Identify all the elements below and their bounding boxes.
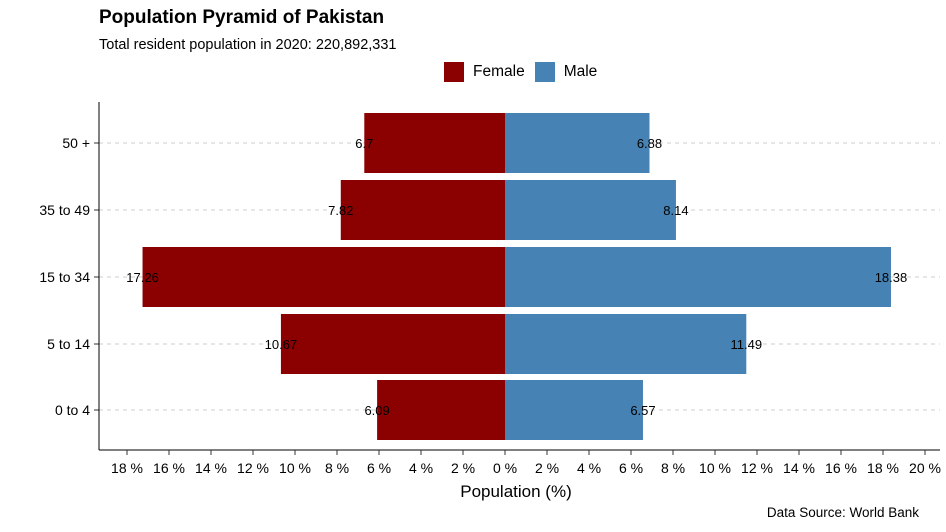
bar-label-male: 6.57 — [630, 403, 655, 418]
y-tick-label: 5 to 14 — [47, 336, 90, 352]
bar-male — [505, 180, 676, 240]
legend-item-female: Female — [444, 62, 525, 82]
legend: Female Male — [444, 62, 607, 82]
bar-female — [142, 247, 506, 307]
x-tick-label: 6 % — [619, 460, 643, 476]
x-tick-label: 16 % — [153, 460, 185, 476]
x-tick-label: 8 % — [661, 460, 685, 476]
bar-label-male: 6.88 — [637, 136, 662, 151]
y-tick-label: 50 + — [62, 135, 90, 151]
bar-label-male: 11.49 — [731, 337, 763, 352]
bar-label-female: 6.7 — [355, 136, 373, 151]
legend-swatch-female — [444, 62, 464, 82]
bar-female — [377, 380, 505, 440]
bar-label-male: 8.14 — [663, 203, 688, 218]
legend-label-male: Male — [563, 63, 598, 80]
x-tick-label: 6 % — [367, 460, 391, 476]
bars — [142, 113, 891, 440]
chart-title: Population Pyramid of Pakistan — [99, 7, 385, 28]
legend-item-male: Male — [534, 62, 598, 82]
x-tick-label: 2 % — [451, 460, 475, 476]
x-tick-label: 20 % — [909, 460, 941, 476]
y-tick-label: 35 to 49 — [39, 202, 90, 218]
x-tick-label: 18 % — [867, 460, 899, 476]
x-tick-label: 2 % — [535, 460, 559, 476]
bar-female — [364, 113, 505, 173]
bar-male — [505, 113, 650, 173]
x-tick-label: 0 % — [493, 460, 517, 476]
x-tick-label: 12 % — [741, 460, 773, 476]
axes: 0 to 4 5 to 14 15 to 34 35 to 49 50 + 18 % 16 … — [39, 102, 941, 476]
bar-male — [505, 247, 891, 307]
data-source-caption: Data Source: World Bank — [766, 505, 919, 520]
bar-male — [505, 314, 747, 374]
x-tick-label: 12 % — [237, 460, 269, 476]
x-axis-title: Population (%) — [460, 482, 572, 501]
legend-swatch-male — [534, 62, 555, 82]
bar-label-male: 18.38 — [875, 270, 908, 285]
bar-label-female: 6.09 — [364, 403, 389, 418]
bar-labels: 6.09 6.57 10.67 11.49 17.26 18.38 7.82 8.14 6.7 6… — [126, 136, 907, 418]
legend-label-female: Female — [473, 63, 525, 80]
bar-female — [340, 180, 505, 240]
x-tick-label: 18 % — [111, 460, 143, 476]
bar-label-female: 17.26 — [126, 270, 159, 285]
x-tick-label: 16 % — [825, 460, 857, 476]
x-tick-label: 14 % — [195, 460, 227, 476]
bar-female — [280, 314, 505, 374]
x-tick-label: 8 % — [325, 460, 349, 476]
y-tick-label: 15 to 34 — [39, 269, 90, 285]
bar-male — [505, 380, 643, 440]
bar-label-female: 7.82 — [328, 203, 353, 218]
bar-label-female: 10.67 — [265, 337, 298, 352]
y-tick-label: 0 to 4 — [55, 402, 90, 418]
x-tick-label: 4 % — [409, 460, 433, 476]
x-tick-label: 4 % — [577, 460, 601, 476]
x-tick-label: 10 % — [279, 460, 311, 476]
chart-subtitle: Total resident population in 2020: 220,8… — [99, 37, 397, 53]
x-tick-label: 14 % — [783, 460, 815, 476]
x-tick-label: 10 % — [699, 460, 731, 476]
